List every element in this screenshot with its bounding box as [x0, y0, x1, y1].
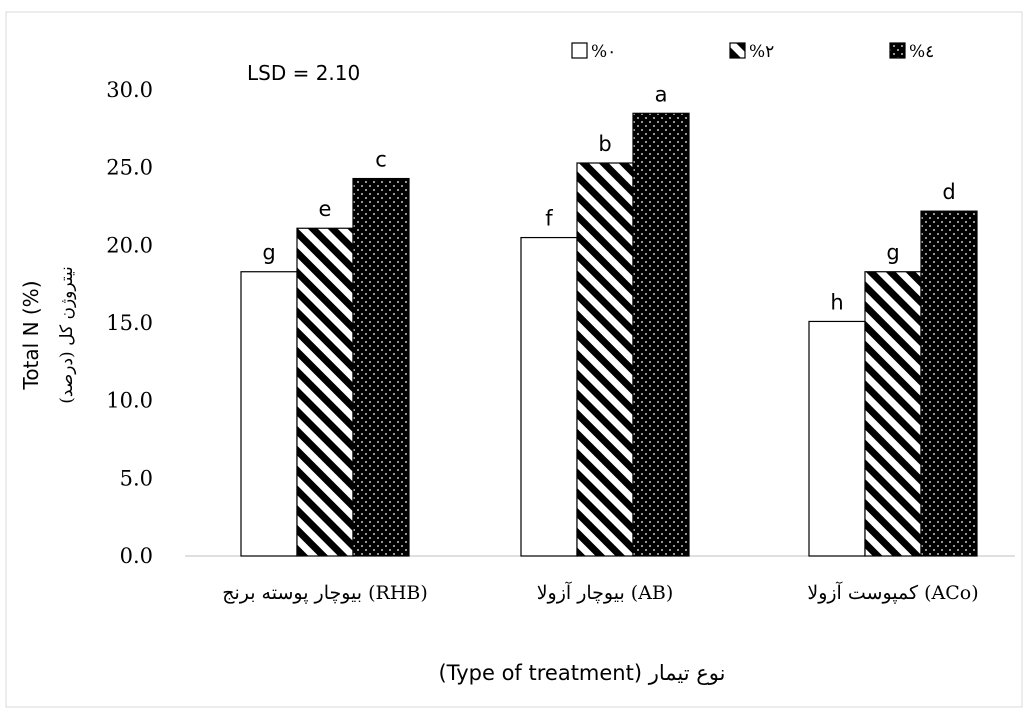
y-tick-label: 0.0: [120, 544, 153, 568]
bar-letter-label: f: [545, 207, 553, 231]
bar: [808, 320, 866, 557]
x-tick-label: بیوچار آزولا (AB): [537, 581, 674, 604]
legend-swatch: [889, 42, 906, 59]
bar: [352, 177, 410, 557]
bar: [296, 227, 354, 557]
y-axis-label: Total N (%): [19, 281, 43, 391]
bar: [520, 236, 578, 557]
bars-group: [240, 112, 978, 557]
bar-letter-label: g: [886, 241, 899, 265]
bar-letter-label: g: [262, 241, 275, 265]
bar: [576, 162, 634, 557]
bar-letter-label: b: [598, 132, 611, 156]
bar: [240, 271, 298, 557]
legend-swatch: [729, 42, 746, 59]
lsd-annotation: LSD = 2.10: [247, 61, 360, 85]
y-tick-label: 10.0: [106, 389, 153, 413]
x-axis-label: (Type of treatment) نوع تیمار: [438, 661, 725, 685]
x-tick-label: بیوچار پوسته برنج (RHB): [222, 582, 428, 604]
legend: %۰ %۲ %٤: [571, 42, 934, 62]
bar: [920, 210, 978, 557]
bar-letters-group: g f h e b g c a d: [262, 82, 955, 314]
x-tick-label: کمپوست آزولا (ACo): [807, 581, 978, 604]
bar-letter-label: c: [375, 148, 387, 172]
bar-letter-label: h: [830, 290, 843, 314]
bar-letter-label: a: [655, 82, 668, 106]
y-tick-label: 5.0: [120, 466, 153, 490]
y-axis: 0.0 5.0 10.0 15.0 20.0 25.0 30.0: [106, 78, 153, 568]
legend-label: %۰: [591, 42, 616, 62]
legend-swatch: [571, 42, 588, 59]
chart-frame: [5, 11, 1023, 708]
y-tick-label: 15.0: [106, 311, 153, 335]
y-axis-label-persian: نیتروژن کل (درصد): [57, 266, 77, 403]
x-tick-labels-group: بیوچار پوسته برنج (RHB) بیوچار آزولا (AB)…: [222, 581, 978, 604]
y-tick-label: 20.0: [106, 233, 153, 257]
y-tick-label: 25.0: [106, 156, 153, 180]
legend-label: %۲: [749, 42, 774, 62]
bar-letter-label: e: [319, 197, 332, 221]
bar: [632, 112, 690, 557]
bar-letter-label: d: [942, 180, 955, 204]
legend-label: %٤: [909, 42, 934, 62]
y-tick-label: 30.0: [106, 78, 153, 102]
bar: [864, 271, 922, 557]
